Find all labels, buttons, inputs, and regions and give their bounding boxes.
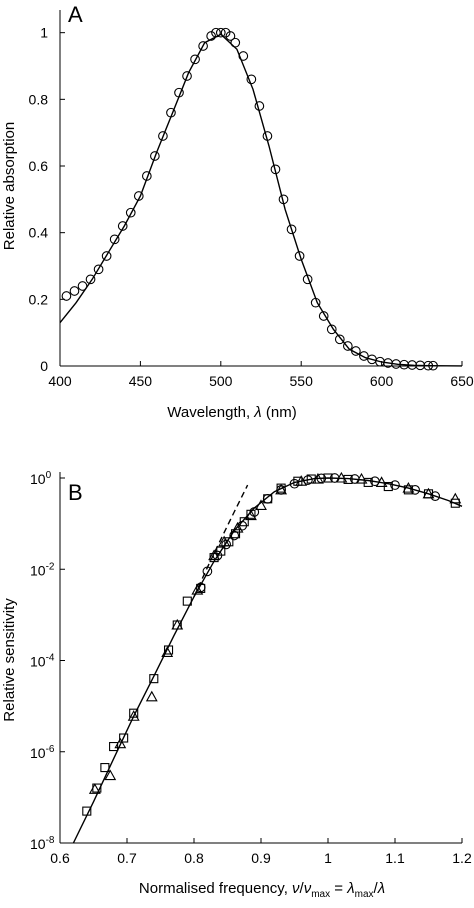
panel-b-series-3-solid-line bbox=[72, 477, 463, 844]
panel-a-x-tick-label: 600 bbox=[370, 373, 394, 389]
panel-a-x-tick-label: 500 bbox=[209, 373, 233, 389]
panel-a-x-tick-label: 400 bbox=[48, 373, 72, 389]
panel-b-y-tick-label: 10-4 bbox=[30, 653, 55, 670]
panel-b-series-1-triangle-point bbox=[88, 783, 101, 794]
panel-a-y-tick-label: 1 bbox=[40, 25, 48, 41]
panel-b-x-label: Normalised frequency, ν/νmax = λmax/λ bbox=[139, 880, 385, 900]
panel-a-x-label: Wavelength, λ (nm) bbox=[167, 404, 296, 421]
panel-a-y-tick-label: 0.8 bbox=[29, 91, 49, 107]
panel-b-x-tick-label: 1 bbox=[324, 850, 332, 866]
panel-b-series-2-circle-point bbox=[410, 484, 420, 495]
panel-b-series-0-square-point bbox=[149, 674, 159, 684]
panel-b-y-tick-label: 100 bbox=[30, 470, 52, 487]
panel-a: 400 450 500 550 600 650 0 0.2 0.4 0.6 0.8 1 A Wavel… bbox=[1, 2, 474, 421]
panel-a-series-0-circle-point bbox=[158, 131, 168, 141]
panel-b-y-tick-label: 10-8 bbox=[30, 835, 55, 852]
panel-a-series-0-circle-point bbox=[85, 274, 96, 285]
panel-a-y-tick-label: 0 bbox=[40, 358, 48, 374]
panel-a-y-label: Relative absorption bbox=[1, 122, 18, 250]
panel-a-series-0-circle-point bbox=[190, 54, 200, 65]
panel-b-series-1-triangle-point bbox=[104, 769, 117, 781]
panel-b-series-1-triangle-point bbox=[208, 549, 221, 561]
panel-b-series-2-circle-point bbox=[390, 480, 400, 490]
panel-b-y-label: Relative sensitivity bbox=[1, 598, 18, 722]
panel-a-series-0-circle-point bbox=[206, 31, 217, 41]
panel-b-x-tick-label: 1.1 bbox=[385, 850, 405, 866]
panel-a-series-0-circle-point bbox=[334, 334, 345, 345]
panel-b-letter: B bbox=[68, 480, 83, 505]
panel-a-series-0-circle-point bbox=[215, 27, 226, 38]
panel-a-series-0-circle-point bbox=[109, 234, 120, 245]
panel-b-series-2-circle-point bbox=[262, 493, 273, 504]
panel-b-x-tick-label: 0.9 bbox=[251, 850, 271, 866]
panel-b-series-1-triangle-point bbox=[127, 710, 140, 721]
panel-a-y-tick-label: 0.2 bbox=[29, 291, 49, 307]
panel-a-series-0-circle-point bbox=[318, 311, 329, 321]
panel-a-y-tick-label: 0.6 bbox=[29, 158, 49, 174]
panel-a-x-tick-label: 450 bbox=[129, 373, 153, 389]
panel-a-letter: A bbox=[68, 2, 83, 27]
panel-a-series-1-solid-line bbox=[59, 33, 463, 367]
panel-a-series-0-circle-point bbox=[326, 324, 337, 335]
panel-a-plot-area: 400 450 500 550 600 650 0 0.2 0.4 0.6 0.8 1 bbox=[29, 10, 474, 389]
panel-b-x-tick-label: 0.6 bbox=[50, 850, 70, 866]
panel-a-series-0-circle-point bbox=[117, 221, 128, 231]
panel-b-series-4-dashed-line bbox=[193, 484, 249, 597]
panel-b-series-1-triangle-point bbox=[161, 646, 174, 658]
panel-a-series-0-circle-point bbox=[198, 41, 208, 51]
panel-a-series-0-circle-point bbox=[61, 291, 72, 301]
panel-a-series-0-circle-point bbox=[225, 31, 236, 41]
panel-a-series-0-circle-point bbox=[359, 351, 369, 361]
panel-b-y-tick-label: 10-2 bbox=[30, 561, 55, 578]
panel-a-series-0-circle-point bbox=[125, 207, 136, 218]
panel-b-series-1-triangle-point bbox=[145, 690, 158, 702]
panel-b-y-tick-label: 10-6 bbox=[30, 744, 55, 761]
panel-b-series-1-triangle-point bbox=[191, 583, 204, 595]
panel-a-x-tick-label: 650 bbox=[450, 373, 474, 389]
panel-a-series-0-circle-point bbox=[150, 151, 160, 161]
panel-b-series-0-square-point bbox=[363, 477, 373, 487]
panel-b-x-tick-label: 0.8 bbox=[184, 850, 204, 866]
panel-b-plot-area: 0.6 0.7 0.8 0.9 1 1.1 1.2 10-8 10-6 10-4 10-2 100 bbox=[30, 470, 472, 866]
panel-b-x-tick-label: 1.2 bbox=[452, 850, 472, 866]
panel-b-series-2-circle-point bbox=[430, 491, 441, 502]
panel-a-y-tick-label: 0.4 bbox=[29, 225, 49, 241]
panel-a-series-0-circle-point bbox=[69, 286, 80, 296]
panel-a-series-0-circle-point bbox=[286, 224, 297, 235]
panel-a-series-0-circle-point bbox=[294, 251, 305, 261]
panel-b-series-0-square-point bbox=[119, 733, 129, 743]
panel-a-series-0-circle-point bbox=[93, 264, 104, 275]
panel-b-series-2-circle-point bbox=[221, 539, 232, 550]
panel-a-x-tick-label: 550 bbox=[290, 373, 314, 389]
panel-a-series-0-circle-point bbox=[101, 251, 112, 261]
panel-b-x-tick-label: 0.7 bbox=[117, 850, 137, 866]
panel-a-series-0-circle-point bbox=[182, 71, 192, 81]
panel-b-series-1-triangle-point bbox=[114, 737, 127, 749]
panel-b-series-0-square-point bbox=[109, 742, 119, 752]
panel-a-series-0-circle-point bbox=[342, 341, 353, 351]
panel-b: 0.6 0.7 0.8 0.9 1 1.1 1.2 10-8 10-6 10-4 10-2 100 B… bbox=[1, 470, 472, 900]
panel-a-series-0-circle-point bbox=[220, 27, 231, 38]
